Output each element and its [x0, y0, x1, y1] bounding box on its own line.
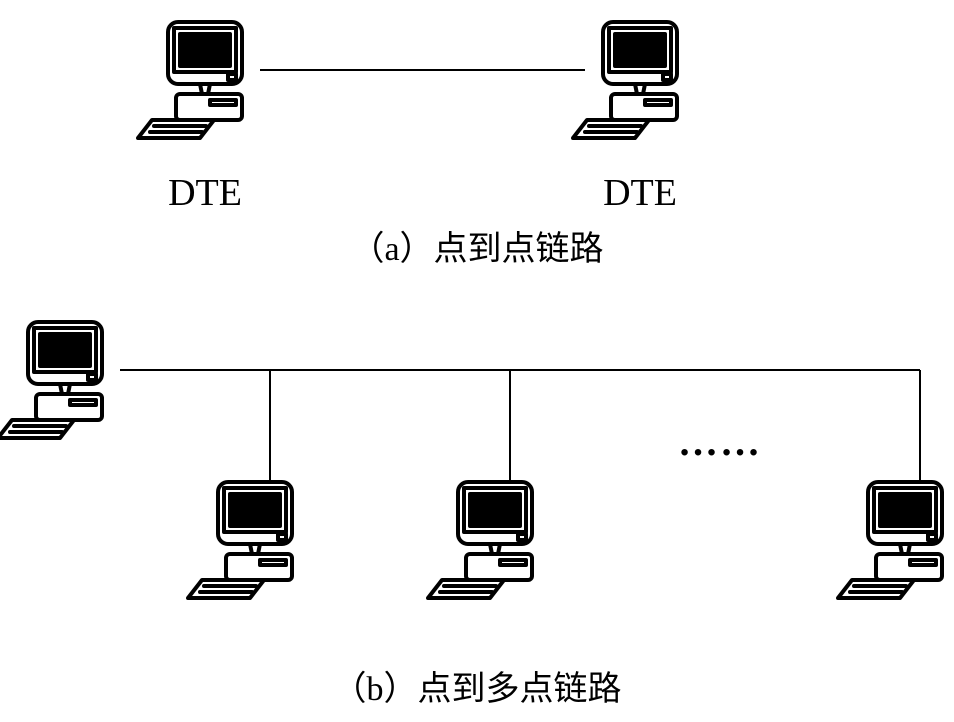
- diagram-b-ellipsis: ……: [678, 419, 762, 464]
- diagram-b-master-computer: [0, 322, 102, 438]
- diagram-a-computer-left: [138, 22, 242, 138]
- diagram-a-left-label: DTE: [168, 172, 242, 214]
- diagram-b-slave-computer-2: [838, 482, 942, 598]
- diagram-b-slave-computer-1: [428, 482, 532, 598]
- diagram-a-right-label: DTE: [603, 172, 677, 214]
- diagram-b-caption: （b）点到多点链路: [333, 670, 622, 708]
- diagram-a-computer-right: [573, 22, 677, 138]
- diagram-a-caption: （a）点到点链路: [350, 230, 603, 268]
- diagram-b-slave-computer-0: [188, 482, 292, 598]
